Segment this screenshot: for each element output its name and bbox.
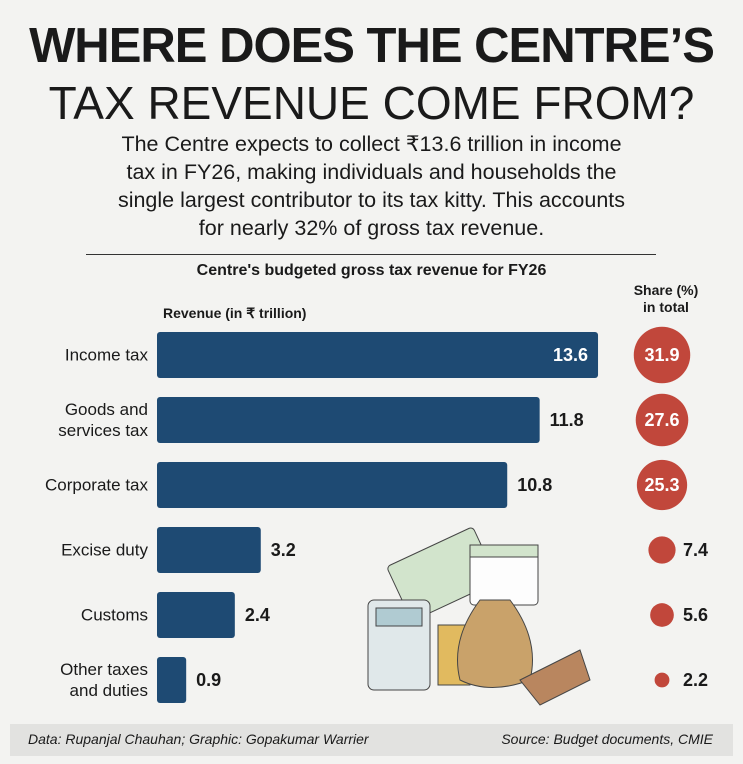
credit: Data: Rupanjal Chauhan; Graphic: Gopakum… — [28, 731, 369, 747]
share-circle — [633, 326, 691, 384]
share-label: 27.6 — [644, 410, 679, 430]
source: Source: Budget documents, CMIE — [501, 731, 713, 747]
category-label: Income tax — [64, 345, 148, 365]
subtitle: The Centre expects to collect ₹13.6 tril… — [117, 132, 626, 240]
category-label: Excise duty — [61, 540, 148, 560]
share-label: Share (%) in total — [633, 282, 699, 315]
share-label: 2.2 — [683, 670, 708, 690]
share-circle — [648, 536, 676, 564]
title: TAX REVENUE COME FROM? — [48, 77, 695, 129]
bar — [157, 592, 235, 638]
share-label: 7.4 — [683, 540, 708, 560]
divider — [86, 254, 656, 255]
bar — [157, 527, 261, 573]
bar — [157, 462, 508, 508]
category-label: Goods and services tax — [58, 400, 148, 440]
share-label: 31.9 — [644, 345, 679, 365]
chart-title: Centre's budgeted gross tax revenue for … — [196, 262, 547, 279]
title: WHERE DOES THE CENTRE’S — [29, 19, 715, 73]
category-label: Other taxes and duties — [60, 660, 148, 700]
value-label: 13.6 — [553, 345, 588, 365]
bar — [157, 332, 599, 378]
share-label: 5.6 — [683, 605, 708, 625]
share-circle — [654, 672, 670, 688]
category-label: Customs — [80, 605, 148, 625]
bar — [157, 397, 540, 443]
share-circle — [635, 393, 689, 447]
share-circle — [636, 459, 688, 511]
value-label: 11.8 — [550, 410, 584, 430]
category-label: Corporate tax — [45, 475, 148, 495]
value-label: 10.8 — [517, 475, 552, 495]
share-label: 25.3 — [644, 475, 679, 495]
value-label: 2.4 — [245, 605, 270, 625]
axis-label: Revenue (in ₹ trillion) — [163, 305, 307, 321]
bar — [157, 657, 187, 703]
value-label: 3.2 — [271, 540, 296, 560]
footer-band — [10, 724, 733, 756]
value-label: 0.9 — [196, 670, 221, 690]
illustration — [367, 527, 591, 706]
share-circle — [650, 603, 674, 627]
